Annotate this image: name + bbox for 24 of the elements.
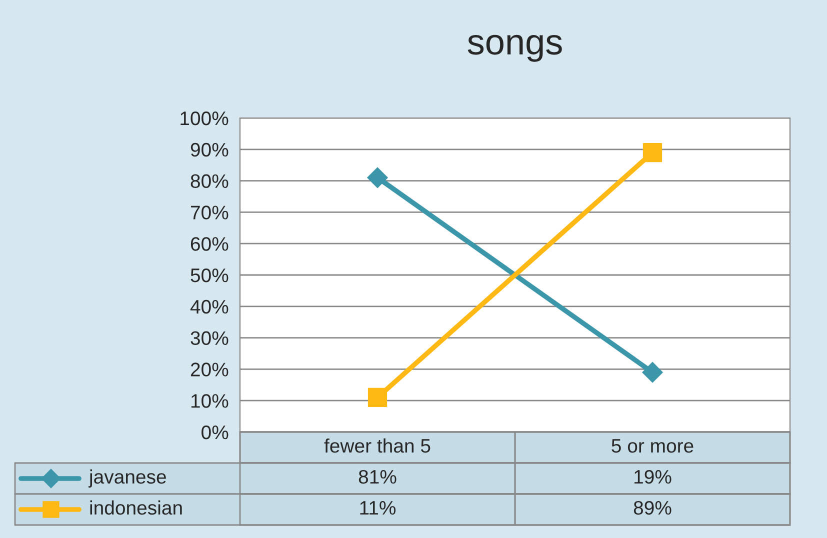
point (642, 142, 662, 162)
y-tick-label: 100% (180, 111, 228, 126)
legend-label: indonesian (90, 500, 182, 515)
y-tick-label: 30% (190, 331, 228, 346)
x-tick-label: 5 or more (612, 439, 694, 453)
data-label: 11% (360, 501, 396, 515)
y-tick-label: 80% (190, 174, 228, 188)
y-tick-label: 60% (190, 237, 228, 251)
y-tick-label: 50% (190, 268, 228, 282)
point (642, 362, 663, 383)
point (368, 388, 388, 408)
data-label: 89% (634, 500, 672, 515)
point (367, 167, 388, 188)
y-tick-label: 10% (191, 394, 228, 408)
legend-label: javanese (88, 469, 166, 488)
y-tick-label: 0% (202, 425, 228, 440)
x-tick-label: fewer than 5 (324, 438, 430, 453)
y-tick-label: 70% (190, 206, 228, 220)
chart-title: songs (468, 34, 562, 62)
y-tick-label: 20% (190, 362, 228, 376)
y-tick-label: 40% (190, 300, 228, 314)
data-label: 19% (634, 470, 672, 484)
data-label: 81% (358, 470, 396, 484)
y-tick-label: 90% (190, 142, 228, 157)
